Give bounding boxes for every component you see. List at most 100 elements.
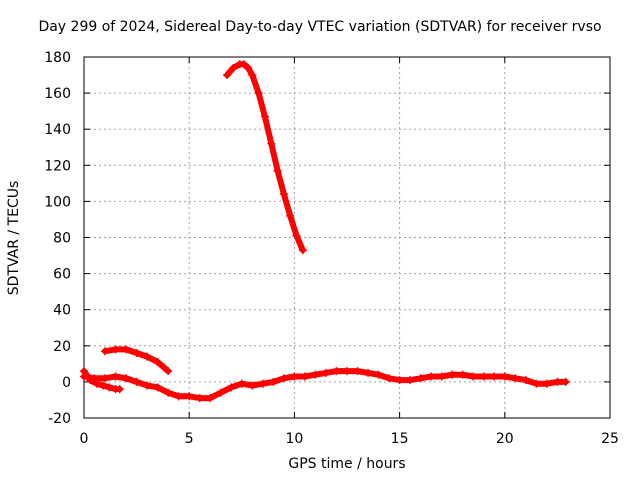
x-axis-label: GPS time / hours <box>288 456 406 472</box>
data-point <box>164 388 173 397</box>
data-point <box>490 372 499 381</box>
data-point <box>311 370 320 379</box>
data-point <box>111 345 120 354</box>
data-point <box>511 374 520 383</box>
data-point <box>395 376 404 385</box>
x-tick-label: 20 <box>496 431 514 447</box>
data-point <box>229 63 238 72</box>
data-point <box>273 166 282 175</box>
data-point <box>239 60 248 69</box>
data-point <box>248 71 257 80</box>
series-line <box>224 61 306 254</box>
data-point <box>353 367 362 376</box>
data-point <box>279 190 288 199</box>
x-tick-label: 25 <box>601 431 619 447</box>
y-tick-label: 140 <box>44 122 71 138</box>
data-point <box>111 372 120 381</box>
data-point <box>98 381 107 390</box>
data-point <box>86 376 95 385</box>
data-point <box>216 388 225 397</box>
x-tick-label: 15 <box>391 431 409 447</box>
x-tick-label: 0 <box>80 431 89 447</box>
series-arc-baseline <box>80 367 570 403</box>
data-point <box>332 367 341 376</box>
data-point <box>195 394 204 403</box>
data-point <box>227 383 236 392</box>
data-point <box>206 394 215 403</box>
data-point <box>427 372 436 381</box>
y-tick-label: 100 <box>44 194 71 210</box>
data-point <box>267 139 276 148</box>
y-tick-label: 40 <box>53 303 71 319</box>
data-point <box>374 370 383 379</box>
series-arc-early-high <box>101 345 173 376</box>
data-point <box>286 211 295 220</box>
data-point <box>153 383 162 392</box>
data-point <box>174 392 183 401</box>
data-point <box>553 377 562 386</box>
y-tick-label: 180 <box>44 50 71 66</box>
x-tick-label: 5 <box>185 431 194 447</box>
data-point <box>132 377 141 386</box>
data-point <box>343 367 351 376</box>
data-point <box>80 367 88 376</box>
data-point <box>122 345 131 354</box>
data-point <box>321 368 330 377</box>
data-point <box>185 392 194 401</box>
data-point <box>298 246 307 255</box>
data-point <box>254 89 263 98</box>
data-point <box>448 370 457 379</box>
data-point <box>164 367 173 376</box>
data-point <box>385 374 394 383</box>
data-point <box>101 374 110 383</box>
data-point <box>364 368 373 377</box>
data-point <box>244 63 253 72</box>
y-tick-label: 20 <box>53 339 71 355</box>
data-point <box>561 377 570 386</box>
data-point <box>479 372 488 381</box>
data-point <box>292 231 301 240</box>
data-point <box>469 372 478 381</box>
data-point <box>532 379 541 388</box>
data-point <box>258 379 267 388</box>
data-point <box>300 372 309 381</box>
y-tick-label: 0 <box>62 375 71 391</box>
data-point <box>521 376 530 385</box>
chart-title: Day 299 of 2024, Sidereal Day-to-day VTE… <box>38 19 602 35</box>
data-point <box>500 372 509 381</box>
data-point <box>248 381 257 390</box>
data-point <box>143 381 152 390</box>
data-point <box>406 376 415 385</box>
data-point <box>223 71 232 80</box>
data-point <box>153 358 162 367</box>
data-point <box>279 374 288 383</box>
grid <box>84 57 610 418</box>
data-point <box>122 374 131 383</box>
data-point <box>132 349 141 358</box>
data-point <box>542 379 551 388</box>
data-point <box>260 112 269 121</box>
series-arc-peak <box>223 60 307 255</box>
data-point <box>115 385 124 394</box>
data-point <box>437 372 446 381</box>
x-tick-label: 10 <box>285 431 303 447</box>
data-point <box>290 372 299 381</box>
data-point <box>143 352 152 361</box>
data-point <box>269 377 278 386</box>
data-point <box>105 383 114 392</box>
data-point <box>416 374 425 383</box>
y-tick-label: 160 <box>44 86 71 102</box>
data-point <box>458 370 467 379</box>
y-axis-ticks: -20 0 20 40 60 80 100 120 140 160 180 <box>44 50 610 427</box>
data-point <box>237 379 246 388</box>
data-series <box>80 60 570 403</box>
y-tick-label: 120 <box>44 158 71 174</box>
series-arc-early-low <box>80 367 124 394</box>
data-point <box>92 379 101 388</box>
y-tick-label: 60 <box>53 267 71 283</box>
y-tick-label: -20 <box>48 411 71 427</box>
x-axis-ticks: 0 5 10 15 20 25 <box>80 57 619 447</box>
data-point <box>101 347 110 356</box>
y-tick-label: 80 <box>53 231 71 247</box>
